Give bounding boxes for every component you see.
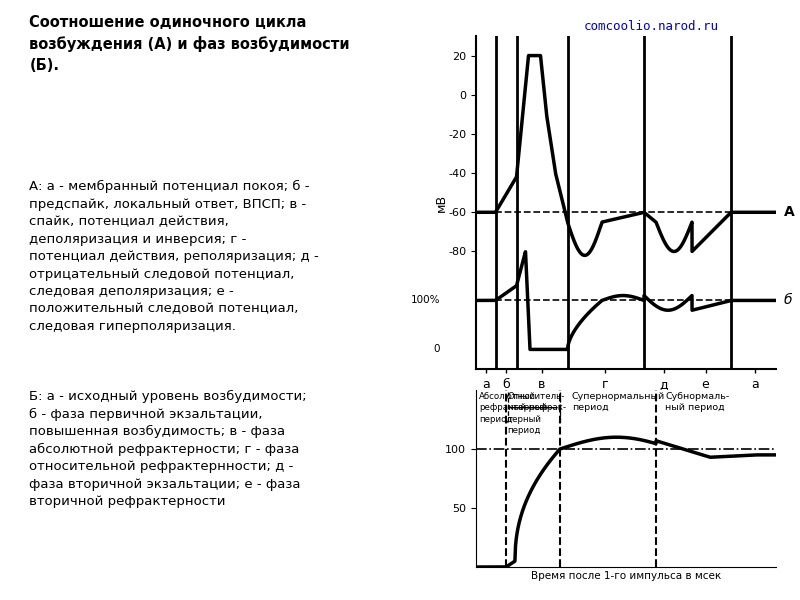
- Text: А: А: [783, 205, 794, 219]
- Text: Субнормаль-
ный период: Субнормаль- ный период: [665, 392, 730, 412]
- Text: А: а - мембранный потенциал покоя; б -
предспайк, локальный ответ, ВПСП; в -
спа: А: а - мембранный потенциал покоя; б - п…: [30, 180, 319, 333]
- Text: Соотношение одиночного цикла
возбуждения (А) и фаз возбудимости
(Б).: Соотношение одиночного цикла возбуждения…: [30, 15, 350, 73]
- Text: Б: а - исходный уровень возбудимости;
б - фаза первичной экзальтации,
повышенная: Б: а - исходный уровень возбудимости; б …: [30, 390, 307, 508]
- Y-axis label: мВ: мВ: [435, 193, 448, 212]
- Text: Относитель-
ный рефрак-
терный
период: Относитель- ный рефрак- терный период: [507, 392, 566, 434]
- Text: Абсолютный
рефрактерный
период: Абсолютный рефрактерный период: [479, 392, 547, 424]
- Text: Супернормальный
период: Супернормальный период: [572, 392, 666, 412]
- Text: 0: 0: [434, 344, 440, 355]
- Text: 100%: 100%: [410, 295, 440, 305]
- X-axis label: Время после 1-го импульса в мсек: Время после 1-го импульса в мсек: [531, 571, 721, 581]
- Text: б: б: [783, 293, 792, 307]
- Text: comcoolio.narod.ru: comcoolio.narod.ru: [584, 20, 718, 33]
